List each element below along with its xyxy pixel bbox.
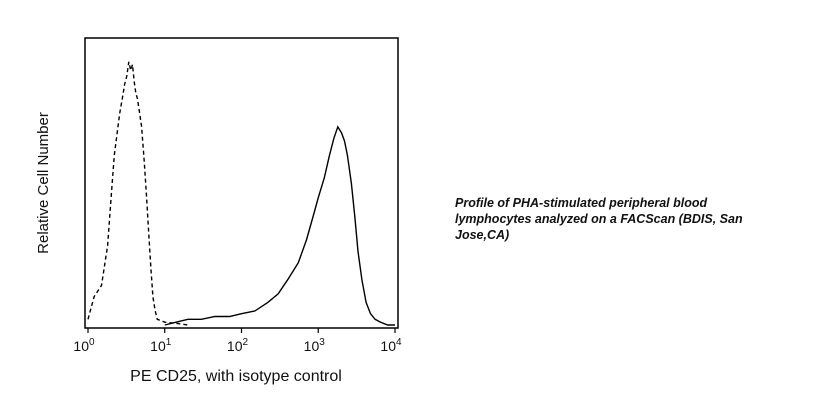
histogram-chart: 100 101 102 103 104 Relative Cell Number PE … — [35, 37, 402, 385]
x-axis-label: PE CD25, with isotype control — [130, 368, 342, 385]
cd25-stained-histogram-line — [164, 125, 395, 326]
x-tick-label: 103 — [304, 337, 326, 354]
x-ticks: 100 101 102 103 104 — [73, 328, 402, 354]
histogram-figure: 100 101 102 103 104 Relative Cell Number PE … — [28, 0, 434, 408]
series-layer — [87, 61, 395, 326]
x-tick-label: 104 — [380, 337, 402, 354]
y-axis-label: Relative Cell Number — [35, 112, 52, 254]
x-tick-label: 101 — [150, 337, 172, 354]
figure-caption: Profile of PHA-stimulated peripheral blo… — [455, 196, 743, 242]
isotype-control-histogram-line — [87, 61, 189, 326]
x-tick-label: 102 — [227, 337, 249, 354]
x-tick-label: 100 — [73, 337, 95, 354]
